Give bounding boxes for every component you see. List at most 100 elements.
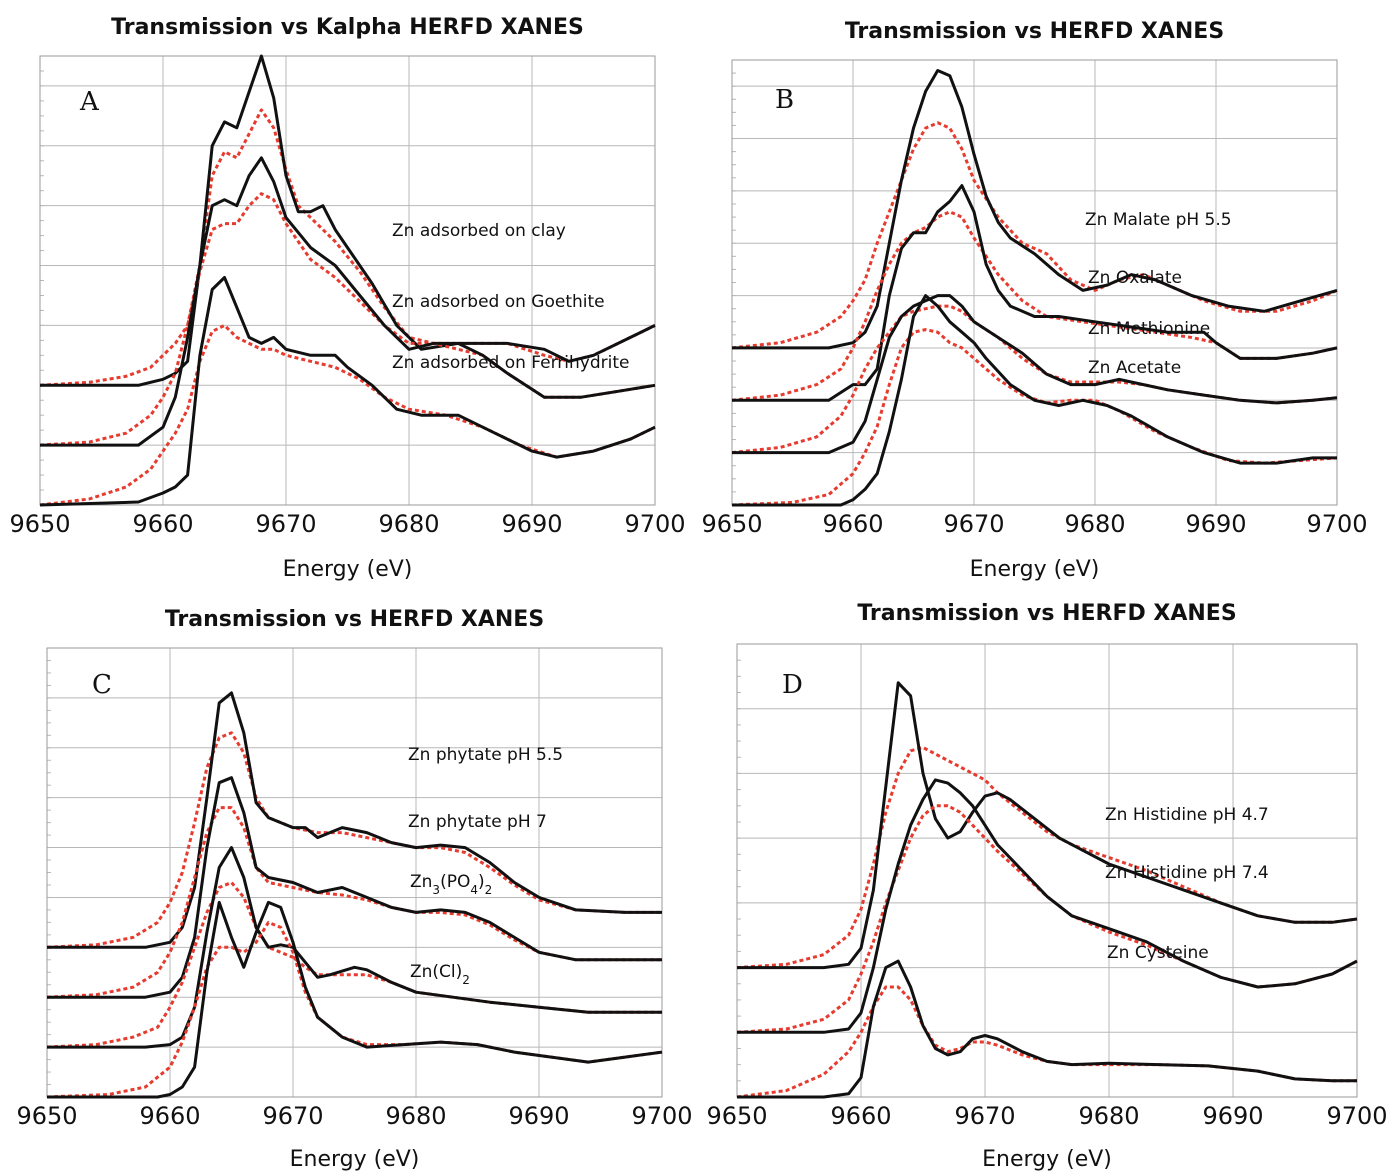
x-tick-label: 9690 (1202, 1102, 1263, 1130)
x-tick-label: 9670 (954, 1102, 1015, 1130)
series-group: Zn Acetate (731, 294, 1338, 507)
x-tick-label: 9670 (255, 510, 316, 538)
panel-c: Transmission vs HERFD XANES 9650 9660 9670 9… (16, 607, 692, 1172)
x-axis-label: Energy (eV) (283, 557, 413, 582)
plot-frame (39, 55, 656, 506)
transmission-series-line (47, 846, 662, 1049)
plot-frame (736, 643, 1358, 1098)
gridlines (46, 647, 663, 1098)
transmission-series-line (737, 778, 1358, 1034)
x-tick-label: 9650 (16, 1102, 77, 1130)
transmission-series-line (47, 776, 662, 999)
herfd-series-line (736, 804, 1358, 1034)
transmission-series-line (40, 54, 656, 387)
series-group: Zn3(PO4)2 (46, 846, 662, 1049)
x-tick-label: 9670 (262, 1102, 323, 1130)
transmission-series-line (732, 294, 1338, 455)
series-label: Zn phytate pH 5.5 (408, 745, 563, 765)
series-label: Zn Malate pH 5.5 (1085, 210, 1232, 230)
gridlines (731, 59, 1338, 506)
series-group: Zn phytate pH 7 (46, 776, 662, 999)
herfd-series-line (46, 806, 662, 999)
x-tick-label: 9700 (624, 510, 685, 538)
transmission-series-line (737, 681, 1358, 970)
panel-letter: C (92, 670, 112, 700)
chart-title: Transmission vs Kalpha HERFD XANES (111, 15, 584, 40)
panel-letter: D (782, 670, 803, 700)
series-label: Zn adsorbed on clay (392, 221, 566, 241)
x-tick-label: 9680 (378, 510, 439, 538)
x-tick-label: 9690 (508, 1102, 569, 1130)
series-label: Zn Oxalate (1088, 268, 1182, 288)
transmission-series-line (732, 294, 1337, 507)
series-label: Zn adsorbed on Ferrihydrite (392, 353, 629, 373)
series-group: Zn phytate pH 5.5 (46, 691, 662, 949)
x-tick-label: 9660 (139, 1102, 200, 1130)
herfd-series-line (46, 731, 662, 949)
series-label: Zn(Cl)2 (410, 962, 470, 987)
panel-a: Transmission vs Kalpha HERFD XANES 9650 96… (9, 15, 685, 582)
herfd-series-line (46, 920, 663, 1099)
x-tick-label: 9680 (1064, 510, 1125, 538)
transmission-series-line (47, 691, 662, 949)
series-group: Zn Oxalate (731, 184, 1338, 402)
x-tick-label: 9660 (822, 510, 883, 538)
series-group: Zn(Cl)2 (46, 900, 663, 1099)
x-axis-label: Energy (eV) (970, 557, 1100, 582)
series-label: Zn Histidine pH 4.7 (1105, 805, 1269, 825)
x-tick-label: 9650 (9, 510, 70, 538)
plot-frame (46, 647, 663, 1098)
series-label: Zn Methionine (1088, 319, 1210, 339)
panel-b: Transmission vs HERFD XANES 9650 9660 9670 9… (701, 19, 1367, 582)
series-group: Zn adsorbed on Ferrihydrite (39, 276, 656, 507)
x-tick-label: 9680 (1078, 1102, 1139, 1130)
series-label: Zn Acetate (1088, 358, 1181, 378)
herfd-series-line (736, 985, 1357, 1099)
series-label: Zn Cysteine (1107, 943, 1209, 963)
series-group: Zn Malate pH 5.5 (731, 69, 1338, 350)
series-group: Zn adsorbed on Goethite (39, 156, 656, 447)
herfd-series-line (39, 323, 656, 507)
herfd-series-line (39, 108, 656, 387)
x-tick-label: 9690 (501, 510, 562, 538)
x-tick-label: 9650 (701, 510, 762, 538)
herfd-series-line (731, 328, 1338, 507)
chart-title: Transmission vs HERFD XANES (165, 607, 544, 632)
panel-letter: B (775, 85, 794, 115)
series-label: Zn Histidine pH 7.4 (1105, 863, 1269, 883)
series-group: Zn Methionine (731, 294, 1338, 455)
herfd-series-line (731, 210, 1338, 402)
x-tick-label: 9670 (943, 510, 1004, 538)
panel-d: Transmission vs HERFD XANES 9650 9660 9670 9… (706, 601, 1387, 1172)
series-label: Zn adsorbed on Goethite (392, 292, 605, 312)
x-tick-label: 9650 (706, 1102, 767, 1130)
chart-title: Transmission vs HERFD XANES (857, 601, 1236, 626)
transmission-series-line (737, 959, 1357, 1099)
series-group: Zn Histidine pH 4.7 (736, 681, 1358, 970)
series-group: Zn Cysteine (736, 943, 1357, 1099)
panel-letter: A (79, 87, 100, 117)
series-group: Zn adsorbed on clay (39, 54, 656, 387)
x-tick-label: 9660 (132, 510, 193, 538)
transmission-series-line (732, 69, 1338, 350)
herfd-series-line (39, 192, 656, 447)
transmission-series-line (39, 276, 656, 507)
series-label: Zn phytate pH 7 (408, 812, 547, 832)
x-axis-label: Energy (eV) (982, 1147, 1112, 1172)
x-tick-label: 9700 (1306, 510, 1367, 538)
herfd-series-line (736, 746, 1358, 970)
x-tick-label: 9700 (631, 1102, 692, 1130)
plot-frame (731, 59, 1338, 506)
series-group: Zn Histidine pH 7.4 (736, 778, 1358, 1034)
x-tick-label: 9660 (830, 1102, 891, 1130)
x-axis-label: Energy (eV) (290, 1147, 420, 1172)
transmission-series-line (47, 900, 663, 1099)
x-tick-label: 9690 (1185, 510, 1246, 538)
herfd-series-line (731, 304, 1338, 455)
transmission-series-line (732, 184, 1338, 402)
series-label: Zn3(PO4)2 (410, 872, 492, 897)
herfd-series-line (731, 121, 1338, 350)
x-tick-label: 9680 (385, 1102, 446, 1130)
chart-title: Transmission vs HERFD XANES (845, 19, 1224, 44)
